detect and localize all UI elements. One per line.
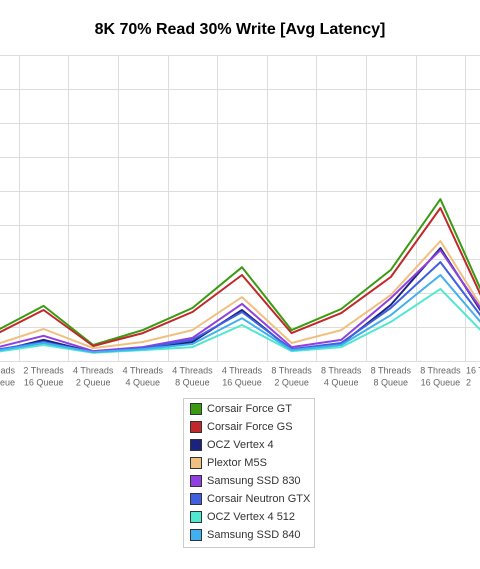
legend-swatch bbox=[190, 457, 202, 469]
legend-label: Samsung SSD 840 bbox=[207, 529, 301, 541]
legend-label: Corsair Force GT bbox=[207, 403, 292, 415]
legend-swatch bbox=[190, 475, 202, 487]
x-tick-label: 4 Threads bbox=[73, 365, 114, 375]
x-tick-label: 8 Threads bbox=[420, 365, 461, 375]
legend-label: Corsair Neutron GTX bbox=[207, 493, 311, 505]
series-line bbox=[0, 274, 480, 354]
legend-label: Plextor M5S bbox=[207, 457, 267, 469]
series-line bbox=[0, 198, 480, 346]
series-line bbox=[0, 240, 480, 350]
legend-label: OCZ Vertex 4 bbox=[207, 439, 274, 451]
series-line bbox=[0, 249, 480, 353]
x-tick-label: 4 Queue bbox=[126, 377, 161, 387]
x-tick-label: 2 Threads bbox=[23, 365, 64, 375]
x-tick-label: 2 Queue bbox=[274, 377, 309, 387]
x-tick-label: 4 Threads bbox=[172, 365, 213, 375]
legend-swatch bbox=[190, 511, 202, 523]
x-tick-label: 16 Queue bbox=[222, 377, 262, 387]
legend-label: OCZ Vertex 4 512 bbox=[207, 511, 295, 523]
legend-box bbox=[183, 398, 315, 548]
x-tick-label: 4 Threads bbox=[222, 365, 263, 375]
x-tick-label: 8 Threads bbox=[321, 365, 362, 375]
x-tick-label: 16 T bbox=[466, 365, 480, 375]
series-line bbox=[0, 287, 480, 354]
legend-label: Samsung SSD 830 bbox=[207, 475, 301, 487]
x-tick-label: 2 Queue bbox=[76, 377, 111, 387]
legend-swatch bbox=[190, 493, 202, 505]
legend-swatch bbox=[190, 529, 202, 541]
legend-swatch bbox=[190, 421, 202, 433]
x-tick-label: 2 bbox=[466, 377, 471, 387]
legend-label: Corsair Force GS bbox=[207, 421, 293, 433]
x-tick-label: 8 Threads bbox=[271, 365, 312, 375]
x-tick-label: 4 Queue bbox=[324, 377, 359, 387]
x-tick-label: ueue bbox=[0, 377, 15, 387]
x-tick-label: 4 Threads bbox=[123, 365, 164, 375]
x-tick-label: 8 Queue bbox=[374, 377, 409, 387]
chart-title: 8K 70% Read 30% Write [Avg Latency] bbox=[95, 21, 386, 38]
x-tick-label: 16 Queue bbox=[421, 377, 461, 387]
x-tick-label: 8 Threads bbox=[371, 365, 412, 375]
legend-swatch bbox=[190, 439, 202, 451]
series-line bbox=[0, 207, 480, 347]
x-tick-label: 8 Queue bbox=[175, 377, 210, 387]
legend-swatch bbox=[190, 403, 202, 415]
x-tick-label: 16 Queue bbox=[24, 377, 64, 387]
x-tick-label: reads bbox=[0, 365, 15, 375]
